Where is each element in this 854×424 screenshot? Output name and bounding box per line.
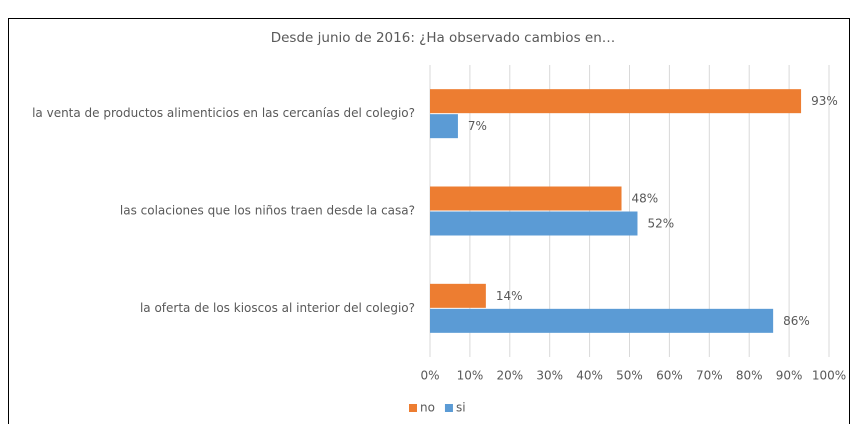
legend-swatch — [409, 404, 417, 412]
value-label: 7% — [468, 119, 487, 133]
x-tick-label: 90% — [776, 369, 803, 383]
chart-title: Desde junio de 2016: ¿Ha observado cambi… — [271, 30, 616, 46]
bar — [430, 308, 774, 333]
x-tick-label: 100% — [812, 369, 846, 383]
x-tick-label: 30% — [536, 369, 563, 383]
bar — [430, 89, 802, 114]
value-label: 14% — [496, 289, 523, 303]
bar — [430, 114, 458, 139]
value-label: 86% — [783, 314, 810, 328]
legend-label: si — [456, 401, 466, 415]
x-tick-label: 60% — [656, 369, 683, 383]
category-label: la oferta de los kioscos al interior del… — [140, 301, 415, 315]
value-label: 48% — [632, 192, 659, 206]
category-label: las colaciones que los niños traen desde… — [120, 204, 415, 218]
chart-frame — [8, 18, 850, 424]
legend-label: no — [420, 401, 435, 415]
x-tick-label: 50% — [616, 369, 643, 383]
bar — [430, 186, 622, 211]
bar — [430, 211, 638, 236]
value-label: 52% — [647, 217, 674, 231]
x-tick-label: 10% — [457, 369, 484, 383]
x-tick-label: 70% — [696, 369, 723, 383]
category-label: la venta de productos alimenticios en la… — [32, 106, 415, 120]
x-tick-label: 80% — [736, 369, 763, 383]
bar — [430, 283, 486, 308]
x-tick-label: 40% — [576, 369, 603, 383]
legend-swatch — [444, 404, 453, 412]
value-label: 93% — [811, 94, 838, 108]
x-tick-label: 20% — [496, 369, 523, 383]
x-tick-label: 0% — [420, 369, 439, 383]
